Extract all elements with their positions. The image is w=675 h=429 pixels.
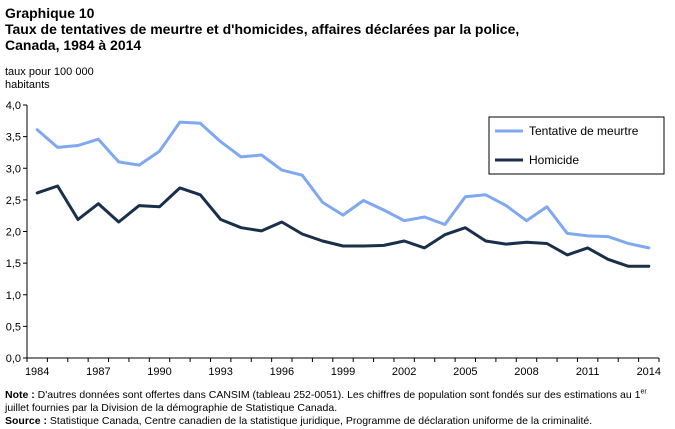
x-tick-label: 2002 xyxy=(392,366,416,378)
chart-title-label: Graphique 10 xyxy=(5,5,95,21)
source-text: Statistique Canada, Centre canadien de l… xyxy=(47,415,593,427)
x-tick-label: 1987 xyxy=(86,366,110,378)
y-axis-label: taux pour 100 000 habitants xyxy=(5,66,94,91)
y-tick-label: 1,0 xyxy=(6,290,21,302)
note-superscript: er xyxy=(640,388,647,396)
note-label: Note : xyxy=(5,389,35,401)
x-tick-label: 1996 xyxy=(270,366,294,378)
series-line-homicide xyxy=(35,184,651,268)
x-tick-label: 2014 xyxy=(637,366,661,378)
x-tick-label: 2011 xyxy=(576,366,600,378)
note-line: Note : D'autres données sont offertes da… xyxy=(5,389,673,415)
x-tick-label: 2008 xyxy=(514,366,538,378)
y-tick-label: 4,0 xyxy=(6,100,21,112)
y-tick-label: 3,5 xyxy=(6,132,21,144)
chart-notes: Note : D'autres données sont offertes da… xyxy=(5,389,673,428)
x-tick-label: 1984 xyxy=(25,366,49,378)
x-tick-label: 1999 xyxy=(331,366,355,378)
series-line-tentative-de-meurtre xyxy=(35,120,651,250)
note-text-a: D'autres données sont offertes dans CANS… xyxy=(34,389,641,401)
source-line: Source : Statistique Canada, Centre cana… xyxy=(5,415,673,428)
y-tick-label: 0,0 xyxy=(6,353,21,365)
chart-title: Taux de tentatives de meurtre et d'homic… xyxy=(5,21,520,53)
legend-box xyxy=(488,116,665,175)
y-tick-label: 2,0 xyxy=(6,227,21,239)
x-tick-label: 2005 xyxy=(453,366,477,378)
x-tick-label: 1990 xyxy=(147,366,171,378)
x-tick-label: 1993 xyxy=(208,366,232,378)
line-chart: 0,0 0,5 1,0 1,5 2,0 2,5 3,0 3,5 4,0 1984 1987 1990 1… xyxy=(6,100,665,378)
source-label: Source : xyxy=(5,415,48,427)
legend-label: Tentative de meurtre xyxy=(529,124,639,138)
note-text-b: juillet fournies par la Division de la d… xyxy=(5,402,338,414)
legend-label: Homicide xyxy=(529,153,579,167)
y-tick-label: 1,5 xyxy=(6,258,21,270)
y-tick-label: 2,5 xyxy=(6,195,21,207)
y-tick-label: 0,5 xyxy=(6,321,21,333)
y-tick-label: 3,0 xyxy=(6,163,21,175)
